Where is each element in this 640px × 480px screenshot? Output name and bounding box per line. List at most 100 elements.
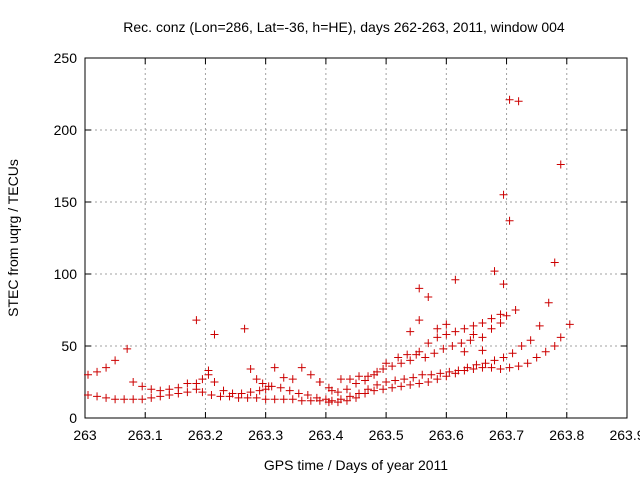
data-point	[448, 342, 457, 350]
data-point	[469, 330, 478, 339]
data-point	[361, 376, 370, 385]
data-point	[352, 393, 360, 402]
data-point	[255, 386, 264, 395]
data-point	[478, 363, 487, 372]
data-point	[373, 380, 382, 389]
data-point	[388, 362, 397, 371]
data-point	[394, 353, 403, 362]
data-point	[388, 383, 397, 392]
data-point	[442, 372, 451, 381]
data-point	[487, 314, 496, 323]
x-tick-label: 263.9	[609, 427, 640, 443]
data-point	[442, 330, 451, 339]
data-point	[342, 385, 351, 394]
data-point	[379, 385, 388, 394]
data-point	[264, 382, 273, 391]
data-point	[463, 363, 472, 372]
data-point	[565, 320, 574, 329]
y-axis-label: STEC from uqrg / TECUs	[5, 159, 21, 317]
data-point	[487, 324, 496, 333]
data-point	[439, 344, 448, 353]
data-point	[415, 316, 424, 325]
y-tick-label: 250	[54, 50, 78, 66]
data-point	[364, 372, 373, 381]
data-point	[505, 363, 514, 372]
data-point	[433, 375, 442, 384]
data-point	[246, 365, 255, 374]
data-point	[370, 386, 379, 395]
y-tick-label: 200	[54, 122, 78, 138]
data-point	[508, 349, 517, 358]
data-point	[472, 360, 481, 369]
data-point	[270, 395, 279, 404]
data-point	[406, 327, 415, 336]
data-point	[198, 388, 207, 397]
data-point	[544, 298, 553, 307]
data-point	[252, 393, 261, 402]
data-point	[406, 356, 415, 365]
data-point	[216, 392, 225, 401]
data-point	[451, 327, 460, 336]
data-point	[270, 363, 279, 372]
data-point	[490, 267, 499, 276]
data-point	[496, 310, 505, 319]
data-point	[198, 375, 207, 384]
data-point	[138, 395, 147, 404]
data-point	[294, 389, 303, 398]
data-point	[430, 349, 439, 358]
data-point	[258, 379, 267, 388]
data-point	[523, 359, 532, 368]
data-point	[333, 388, 342, 397]
data-point	[111, 356, 120, 365]
data-point	[433, 333, 442, 342]
data-point	[406, 380, 415, 389]
data-point	[364, 385, 373, 394]
data-point	[517, 342, 526, 350]
data-point	[156, 386, 165, 395]
data-point	[324, 383, 333, 392]
data-point	[478, 333, 487, 342]
data-point	[315, 378, 324, 386]
data-point	[499, 190, 508, 199]
data-point	[499, 353, 508, 362]
y-tick-label: 50	[61, 338, 77, 354]
data-point	[297, 363, 306, 372]
data-point	[327, 396, 336, 405]
data-point	[228, 389, 237, 398]
plot-frame	[84, 57, 628, 419]
data-point	[84, 390, 93, 399]
x-tick-label: 263.8	[549, 427, 584, 443]
data-point	[478, 346, 487, 355]
data-point	[210, 330, 219, 339]
data-point	[297, 396, 306, 405]
data-point	[306, 396, 315, 405]
data-point	[246, 388, 255, 397]
data-point	[436, 369, 445, 378]
data-point	[556, 160, 565, 169]
data-point	[532, 353, 541, 362]
data-point	[502, 311, 511, 320]
x-tick-label: 263.4	[308, 427, 343, 443]
x-tick-label: 263.6	[429, 427, 464, 443]
data-point	[279, 373, 288, 382]
data-point	[490, 356, 499, 365]
data-point	[219, 386, 228, 395]
data-point	[336, 395, 345, 404]
data-point	[352, 379, 360, 388]
data-point	[433, 324, 442, 333]
data-point	[102, 363, 111, 372]
data-point	[355, 389, 364, 398]
data-point	[336, 375, 345, 384]
data-point	[93, 367, 102, 376]
data-point	[487, 363, 496, 372]
y-ticks: 0 50 100 150 200 250	[54, 50, 627, 426]
data-point	[147, 393, 156, 402]
data-point	[192, 379, 201, 388]
data-point	[400, 375, 409, 384]
data-point	[102, 393, 111, 402]
data-point	[129, 395, 138, 404]
data-point	[288, 375, 297, 384]
x-tick-label: 263.2	[188, 427, 223, 443]
data-point	[421, 353, 430, 362]
data-point	[469, 321, 478, 330]
